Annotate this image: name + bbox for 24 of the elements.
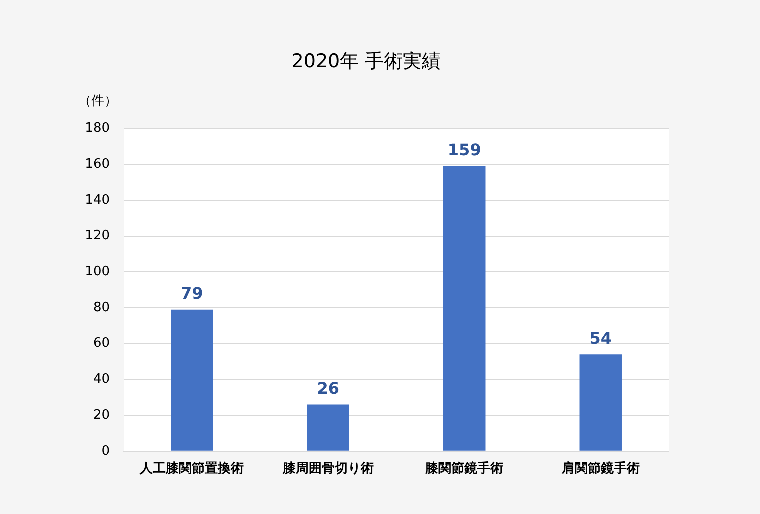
x-tick-label: 肩関節鏡手術: [560, 460, 640, 477]
x-tick-label: 人工膝関節置換術: [139, 462, 244, 477]
x-tick-label: 膝関節鏡手術: [424, 460, 504, 477]
y-tick-label: 160: [85, 157, 110, 172]
bar: [307, 404, 350, 451]
x-tick-label: 膝周囲骨切り術: [282, 462, 374, 477]
data-label: 79: [180, 284, 204, 303]
y-tick-label: 100: [85, 264, 110, 280]
y-tick-label: 80: [93, 300, 110, 316]
bar: [444, 166, 486, 451]
data-label: 54: [590, 328, 612, 348]
y-tick-label: 120: [85, 228, 110, 244]
data-label: 26: [317, 378, 340, 398]
y-axis-title: （件）: [78, 94, 118, 110]
bar: [171, 310, 214, 451]
y-tick-label: 20: [93, 408, 110, 423]
bar: [580, 354, 622, 451]
y-tick-label: 180: [85, 121, 110, 136]
data-label: 159: [448, 140, 482, 160]
y-tick-label: 140: [85, 192, 110, 208]
y-tick-label: 0: [102, 444, 110, 459]
y-tick-label: 40: [93, 372, 110, 388]
y-tick-label: 60: [93, 336, 110, 352]
chart-title: 2020年 手術実績: [292, 50, 442, 72]
